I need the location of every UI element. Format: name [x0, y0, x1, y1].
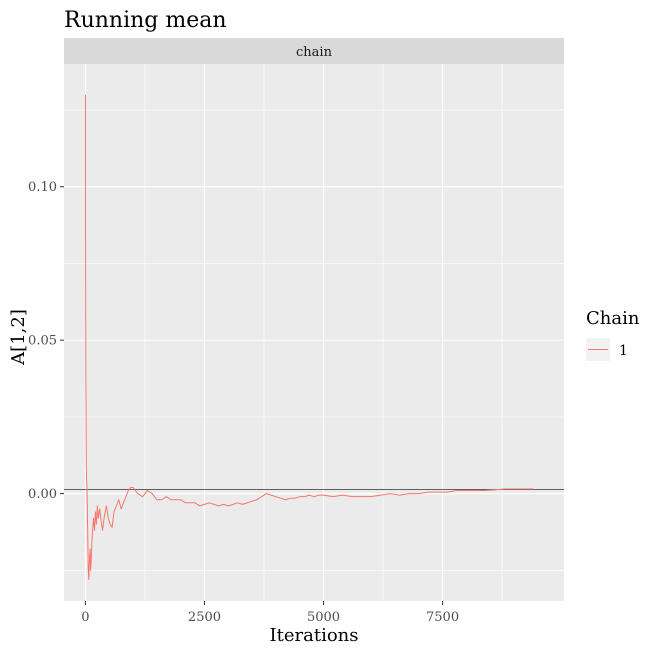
series-layer	[84, 94, 534, 581]
y-axis-title: A[1,2]	[8, 309, 29, 366]
y-tick-label: 0.05	[28, 334, 57, 349]
legend-label: 1	[619, 343, 628, 359]
grid-minor	[64, 64, 564, 601]
chart-title: Running mean	[64, 8, 227, 33]
x-tick-label: 0	[81, 610, 89, 625]
plot-panel	[64, 64, 564, 601]
x-axis: 0 2500 5000 7500	[81, 601, 459, 625]
x-tick-label: 5000	[307, 610, 340, 625]
facet-strip-label: chain	[296, 45, 333, 60]
y-tick-label: 0.10	[28, 180, 57, 195]
series-line-chain-1	[84, 94, 534, 581]
y-tick-label: 0.00	[28, 487, 57, 502]
x-tick-label: 7500	[426, 610, 459, 625]
facet-strip	[64, 38, 564, 64]
y-axis: 0.00 0.05 0.10	[28, 180, 64, 502]
legend-title: Chain	[586, 308, 640, 329]
x-tick-label: 2500	[188, 610, 221, 625]
legend: Chain 1	[586, 308, 640, 361]
x-axis-title: Iterations	[270, 625, 359, 646]
